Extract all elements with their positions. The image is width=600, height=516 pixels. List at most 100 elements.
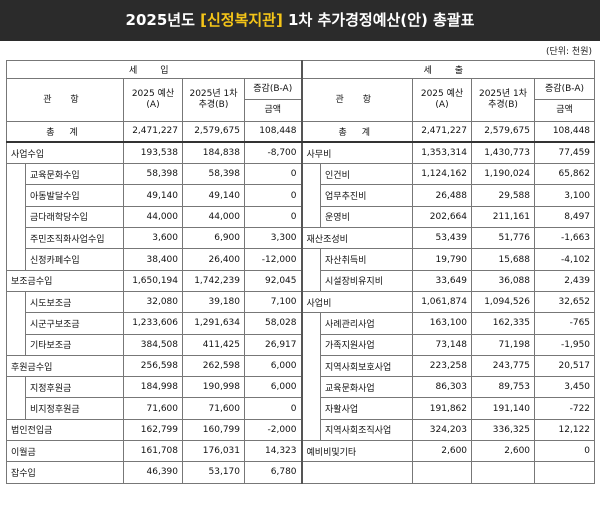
revenue-change-value: 0 [243,184,303,207]
expense-indent-cell [300,334,322,356]
revenue-budget-value: 161,708 [123,440,183,463]
revenue-budget-value: 184,998 [123,376,183,399]
expense-indent-cell [300,163,322,185]
expense-item-name: 시설장비유지비 [320,269,414,292]
revenue-category-name: 잡수입 [6,461,124,484]
revenue-change-header: 증감(B-A) [243,77,303,101]
expense-change-value: -765 [534,312,596,335]
expense-budget-value: 1,124,162 [412,163,473,186]
revenue-change-value: 6,000 [243,376,303,399]
revenue-category-name: 법인전입금 [6,418,124,442]
revenue-budget-value: 71,600 [123,397,183,420]
revenue-indent-cell [6,334,26,356]
expense-revised-value: 1,094,526 [471,290,536,314]
expense-budget-value: 33,649 [412,269,473,292]
expense-budget-value: 2,600 [412,440,473,463]
revenue-amount-header: 금액 [243,99,303,122]
expense-change-value: 0 [534,440,596,463]
revenue-budget-value: 32,080 [123,290,183,314]
table-row: 보조금수입 1,650,194 1,742,239 92,045 시설장비유지비 33,6… [6,269,596,292]
expense-change-value: 2,439 [534,269,596,292]
revenue-budget-value: 38,400 [123,248,183,271]
revenue-change-value: -12,000 [243,248,303,271]
revenue-budget-value: 162,799 [123,418,183,442]
expense-budget-value: 223,258 [412,354,473,378]
expense-revised-value: 71,198 [471,333,536,356]
expense-indent-cell [300,206,322,228]
table-row: 잡수입 46,390 53,170 6,780 [6,461,596,484]
expense-change-value: 65,862 [534,163,596,186]
expense-change-value: 20,517 [534,354,596,378]
expense-budget-value [412,461,473,484]
revenue-item-name: 교육문화수입 [25,163,124,186]
expense-item-name: 교육문화사업 [320,376,414,399]
revenue-item-name: 금다래학당수입 [25,205,124,229]
expense-item-name: 운영비 [320,205,414,229]
revenue-revised-value: 44,000 [182,205,245,229]
revenue-item-name: 비지정후원금 [25,397,124,420]
expense-item-name: 자활사업 [320,397,414,420]
revenue-section-title: 세 입 [5,60,303,79]
revenue-revised-value: 176,031 [182,440,245,463]
expense-item-name: 자산취득비 [320,248,414,271]
revenue-change-value: 26,917 [243,333,303,356]
table-row: 주민조직화사업수입 3,600 6,900 3,300 재산조성비 53,439 51,77… [6,227,596,250]
revenue-budget-value: 46,390 [123,461,183,484]
revenue-budget-value: 256,598 [123,354,183,378]
expense-indent-cell [300,376,322,398]
expense-item-name: 인건비 [320,163,414,186]
revenue-budget-value: 3,600 [123,227,183,250]
revenue-change-value: 14,323 [243,440,303,463]
revenue-revised-value: 39,180 [182,290,245,314]
table-row: 법인전입금 162,799 160,799 -2,000 지역사회조직사업 324,203… [6,418,596,442]
title-organization: [신정복지관] [200,11,283,29]
expense-budget-value: 53,439 [412,227,473,250]
expense-revised-value: 2,579,675 [471,120,536,144]
expense-item-name: 가족지원사업 [320,333,414,356]
expense-item-name: 사례관리사업 [320,312,414,335]
revenue-indent-cell [6,163,26,185]
expense-budget-value: 1,061,874 [412,290,473,314]
expense-item-header: 관 항 [300,78,414,122]
revenue-item-name: 주민조직화사업수입 [25,227,124,250]
table-row: 아동발달수입 49,140 49,140 0 업무추진비 26,488 29,588 3,10… [6,184,596,207]
table-row: 신정카페수입 38,400 26,400 -12,000 자산취득비 19,790 15,6… [6,248,596,271]
expense-category-name: 사무비 [300,141,414,165]
expense-category-name [300,461,414,484]
expense-revised-value: 89,753 [471,376,536,399]
revenue-change-value: 0 [243,397,303,420]
table-row: 시도보조금 32,080 39,180 7,100 사업비 1,061,874 1,094,… [6,290,596,314]
revenue-change-value: 6,000 [243,354,303,378]
revenue-change-value: 3,300 [243,227,303,250]
revenue-revised-value: 58,398 [182,163,245,186]
expense-item-name: 업무추진비 [320,184,414,207]
expense-indent-cell [300,355,322,377]
expense-revised-value: 191,140 [471,397,536,420]
table-row: 지정후원금 184,998 190,998 6,000 교육문화사업 86,303 89,7… [6,376,596,399]
expense-budget-value: 202,664 [412,205,473,229]
table-row: 이월금 161,708 176,031 14,323 예비비및기타 2,600 2,600 0 [6,440,596,463]
revenue-revised-value: 53,170 [182,461,245,484]
revenue-item-name: 시군구보조금 [25,312,124,335]
expense-revised-value: 36,088 [471,269,536,292]
expense-change-value: 12,122 [534,418,596,442]
revenue-item-name: 신정카페수입 [25,248,124,271]
expense-change-value: -1,950 [534,333,596,356]
expense-category-name: 사업비 [300,290,414,314]
revenue-indent-cell [6,312,26,335]
expense-change-value: -4,102 [534,248,596,271]
expense-change-value: 77,459 [534,141,596,165]
revenue-change-value: 0 [243,205,303,229]
expense-revised-value: 15,688 [471,248,536,271]
expense-change-header: 증감(B-A) [534,77,596,101]
revenue-revised-value: 1,291,634 [182,312,245,335]
revenue-indent-cell [6,397,26,420]
revenue-category-name: 보조금수입 [6,269,124,292]
revenue-revised-value: 49,140 [182,184,245,207]
expense-revised-header: 2025년 1차추경(B) [471,78,536,122]
total-row: 총 계 2,471,227 2,579,675 108,448 총 계 2,471,227… [6,120,596,144]
expense-category-name: 재산조성비 [300,227,414,250]
expense-budget-value: 163,100 [412,312,473,335]
revenue-indent-cell [6,184,26,207]
revenue-budget-value: 1,650,194 [123,269,183,292]
